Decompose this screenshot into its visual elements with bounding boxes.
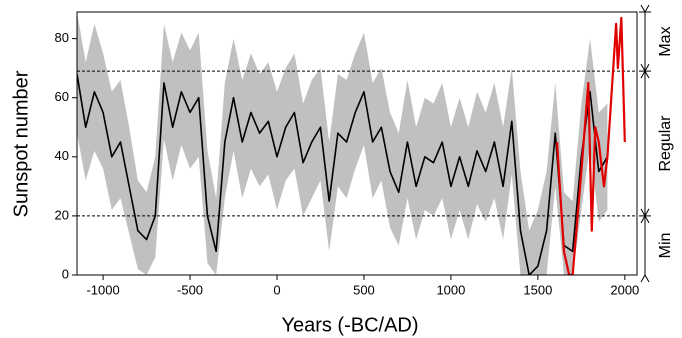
x-axis-label: Years (-BC/AD)	[281, 314, 418, 336]
y-tick-label: 40	[55, 148, 69, 163]
x-tick-label: 0	[273, 282, 280, 297]
zone-arrow	[640, 4, 650, 14]
y-tick-label: 20	[55, 207, 69, 222]
zone-label: Regular	[657, 115, 674, 172]
zone-arrow	[640, 214, 650, 224]
x-tick-label: -500	[177, 282, 203, 297]
zone-label: Min	[657, 233, 674, 259]
y-tick-label: 60	[55, 89, 69, 104]
x-tick-label: 500	[353, 282, 375, 297]
y-tick-label: 0	[62, 266, 69, 281]
zone-arrow	[640, 70, 650, 79]
x-tick-label: -1000	[86, 282, 119, 297]
uncertainty-band	[77, 12, 608, 275]
plot	[77, 12, 637, 275]
series-line	[77, 73, 609, 275]
y-tick-label: 80	[55, 30, 69, 45]
zone-label: Max	[657, 26, 674, 56]
zone-arrow	[640, 273, 650, 283]
plot-frame	[76, 11, 638, 276]
x-tick-label: 2000	[610, 282, 639, 297]
y-axis-label: Sunspot number	[10, 70, 32, 217]
x-tick-label: 1000	[436, 282, 465, 297]
x-tick-label: 1500	[523, 282, 552, 297]
series-line	[555, 16, 626, 275]
